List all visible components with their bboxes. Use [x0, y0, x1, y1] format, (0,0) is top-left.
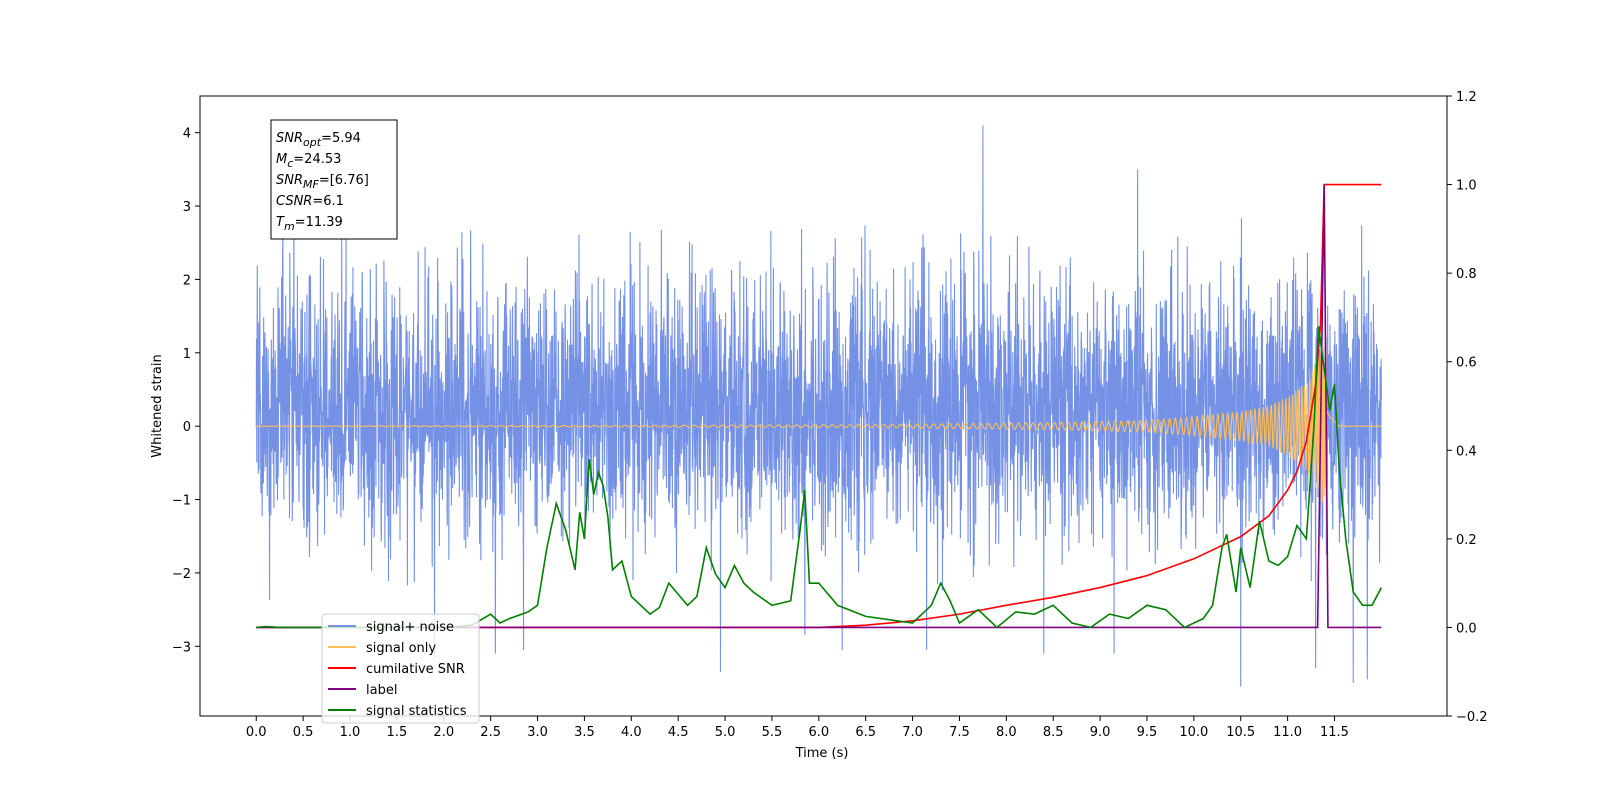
annotation-frame: [270, 119, 398, 240]
x-tick-label: 6.0: [808, 725, 829, 740]
x-tick-label: 4.5: [668, 725, 689, 740]
legend-label: signal statistics: [366, 704, 467, 719]
x-tick-label: 8.5: [1043, 725, 1064, 740]
y-right-tick-label: 0.2: [1456, 533, 1477, 548]
x-tick-label: 8.0: [996, 725, 1017, 740]
legend-label: signal+ noise: [366, 620, 454, 635]
y-left-tick-label: 1: [183, 347, 191, 362]
x-tick-label: 5.0: [715, 725, 736, 740]
y-right-tick-label: 0.8: [1456, 267, 1477, 282]
y-right-tick-label: 0.0: [1456, 621, 1477, 636]
y-left-tick-label: −2: [172, 567, 191, 582]
y-left-tick-label: −1: [172, 494, 191, 509]
y-right-tick-label: 1.0: [1456, 179, 1477, 194]
x-tick-label: 0.5: [293, 725, 314, 740]
x-axis-ticks: 0.0 0.5 1.0 1.5 2.0 2.5 3.0 3.5 4.0 4.5 5.0 5.5 6.0 6…: [246, 716, 1349, 740]
x-tick-label: 10.0: [1179, 725, 1208, 740]
x-tick-label: 2.0: [433, 725, 454, 740]
y-right-tick-label: 1.2: [1456, 90, 1477, 105]
x-tick-label: 9.0: [1090, 725, 1111, 740]
y-left-tick-label: 3: [183, 200, 191, 215]
legend-label: label: [366, 683, 397, 698]
y-left-tick-label: 4: [183, 127, 191, 142]
y-right-tick-label: 0.6: [1456, 356, 1477, 371]
x-tick-label: 11.0: [1273, 725, 1302, 740]
x-tick-label: 1.5: [387, 725, 408, 740]
x-tick-label: 3.0: [527, 725, 548, 740]
annotation-line: SNRopt=5.94: [276, 131, 361, 149]
legend: signal+ noise signal only cumilative SNR la…: [321, 613, 480, 724]
x-tick-label: 0.0: [246, 725, 267, 740]
x-tick-label: 9.5: [1137, 725, 1158, 740]
x-axis-label: Time (s): [795, 746, 849, 761]
annotation-line: CSNR=6.1: [276, 194, 344, 209]
signal-series-layer: [256, 346, 1382, 503]
y-right-tick-label: −0.2: [1456, 710, 1488, 725]
x-tick-label: 2.5: [480, 725, 501, 740]
x-tick-label: 7.0: [902, 725, 923, 740]
legend-label: cumilative SNR: [366, 662, 465, 677]
x-tick-label: 3.5: [574, 725, 595, 740]
annotation-line: Tm=11.39: [276, 215, 343, 233]
y-axis-left-ticks: −3 −2 −1 0 1 2 3 4: [172, 127, 200, 655]
series-line-label: [256, 184, 1382, 629]
annotation-line: SNRMF=[6.76]: [276, 173, 369, 191]
y-right-tick-label: 0.4: [1456, 444, 1477, 459]
x-tick-label: 10.5: [1226, 725, 1255, 740]
x-tick-label: 5.5: [762, 725, 783, 740]
x-tick-label: 6.5: [855, 725, 876, 740]
noise-series-layer: [255, 125, 1382, 687]
plot-frame: [199, 95, 1448, 717]
right-axis-series-layer: [256, 183, 1383, 629]
legend-label: signal only: [366, 641, 436, 656]
legend-frame: [321, 613, 480, 724]
series-line-signal-noise: [255, 125, 1382, 687]
series-line-signal-statistics: [256, 326, 1383, 629]
y-left-tick-label: 0: [183, 420, 191, 435]
x-tick-label: 1.0: [340, 725, 361, 740]
x-tick-label: 11.5: [1320, 725, 1349, 740]
y-axis-label: Whitened strain: [150, 354, 165, 457]
annotation-line: Mc=24.53: [276, 152, 341, 170]
y-left-tick-label: −3: [172, 640, 191, 655]
x-tick-label: 7.5: [949, 725, 970, 740]
series-line-signal-only: [256, 346, 1382, 503]
x-tick-label: 4.0: [621, 725, 642, 740]
y-left-tick-label: 2: [183, 273, 191, 288]
y-axis-right-ticks: −0.2 0.0 0.2 0.4 0.6 0.8 1.0 1.2: [1447, 90, 1488, 725]
annotation-box: SNRopt=5.94 Mc=24.53 SNRMF=[6.76] CSNR=6.1 T…: [270, 119, 398, 240]
